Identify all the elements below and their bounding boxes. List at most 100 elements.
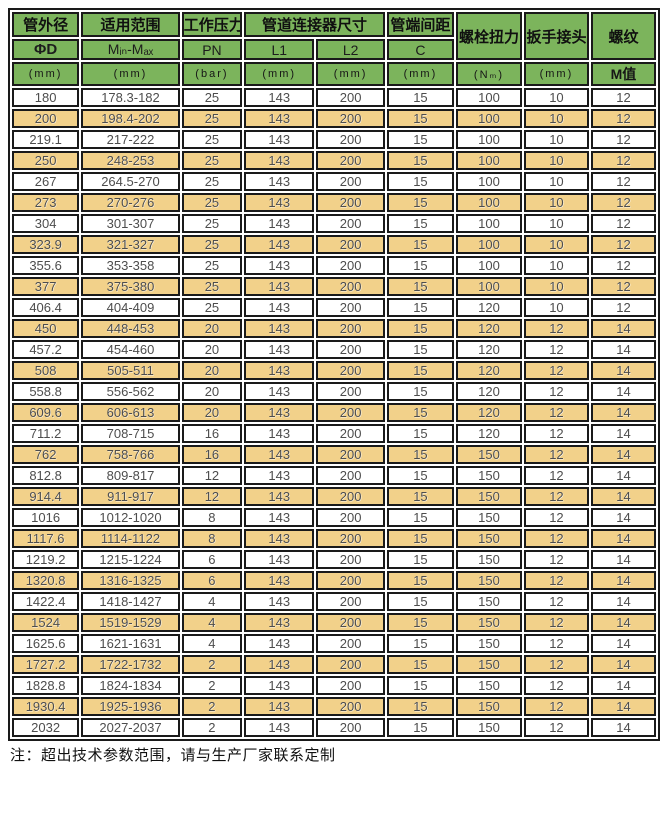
- table-row: 450 448-453 20 143 200 15 120 12 14: [12, 319, 656, 338]
- cell: 301-307: [81, 214, 180, 233]
- table-row: 1320.8 1316-1325 6 143 200 15 150 12 14: [12, 571, 656, 590]
- cell: 12: [523, 319, 589, 338]
- cell: 198.4-202: [81, 109, 180, 128]
- cell: 10: [523, 277, 589, 296]
- cell: 200: [316, 592, 385, 611]
- cell: 143: [244, 571, 315, 590]
- cell: 25: [181, 151, 243, 170]
- cell: 1625.6: [12, 634, 80, 653]
- cell: 200: [316, 214, 385, 233]
- cell: 321-327: [81, 235, 180, 254]
- cell: 12: [523, 403, 589, 422]
- cell: 143: [244, 361, 315, 380]
- cell: 15: [386, 214, 455, 233]
- cell: 150: [456, 529, 522, 548]
- cell: 15: [386, 256, 455, 275]
- cell: 15: [386, 676, 455, 695]
- cell: 1524: [12, 613, 80, 632]
- cell: 100: [456, 214, 522, 233]
- table-row: 250 248-253 25 143 200 15 100 10 12: [12, 151, 656, 170]
- table-row: 1524 1519-1529 4 143 200 15 150 12 14: [12, 613, 656, 632]
- cell: 14: [590, 634, 656, 653]
- cell: 143: [244, 214, 315, 233]
- cell: 1727.2: [12, 655, 80, 674]
- cell: 12: [590, 214, 656, 233]
- cell: 20: [181, 361, 243, 380]
- cell: 120: [456, 361, 522, 380]
- cell: 143: [244, 634, 315, 653]
- cell: 200: [316, 718, 385, 737]
- cell: 143: [244, 319, 315, 338]
- cell: 143: [244, 655, 315, 674]
- cell: 14: [590, 571, 656, 590]
- cell: 12: [590, 298, 656, 317]
- cell: 143: [244, 529, 315, 548]
- cell: 448-453: [81, 319, 180, 338]
- header-unit-thread-m: M值: [590, 62, 656, 86]
- cell: 12: [523, 487, 589, 506]
- cell: 15: [386, 298, 455, 317]
- cell: 404-409: [81, 298, 180, 317]
- cell: 14: [590, 676, 656, 695]
- cell: 1114-1122: [81, 529, 180, 548]
- header-unit-od: (mm): [12, 62, 80, 86]
- table-row: 323.9 321-327 25 143 200 15 100 10 12: [12, 235, 656, 254]
- cell: 143: [244, 130, 315, 149]
- cell: 15: [386, 277, 455, 296]
- cell: 143: [244, 424, 315, 443]
- cell: 200: [316, 487, 385, 506]
- cell: 20: [181, 382, 243, 401]
- header-sym-phi-d: ΦD: [12, 39, 80, 60]
- table-row: 1727.2 1722-1732 2 143 200 15 150 12 14: [12, 655, 656, 674]
- cell: 15: [386, 718, 455, 737]
- cell: 762: [12, 445, 80, 464]
- cell: 708-715: [81, 424, 180, 443]
- cell: 14: [590, 340, 656, 359]
- cell: 14: [590, 445, 656, 464]
- cell: 15: [386, 403, 455, 422]
- cell: 14: [590, 655, 656, 674]
- cell: 264.5-270: [81, 172, 180, 191]
- cell: 15: [386, 697, 455, 716]
- cell: 12: [590, 109, 656, 128]
- cell: 178.3-182: [81, 88, 180, 107]
- header-bolt-torque: 螺栓扭力: [456, 12, 522, 60]
- cell: 10: [523, 193, 589, 212]
- cell: 15: [386, 634, 455, 653]
- cell: 200: [316, 424, 385, 443]
- cell: 200: [316, 130, 385, 149]
- cell: 14: [590, 466, 656, 485]
- table-row: 457.2 454-460 20 143 200 15 120 12 14: [12, 340, 656, 359]
- cell: 143: [244, 697, 315, 716]
- cell: 15: [386, 592, 455, 611]
- cell: 200: [316, 172, 385, 191]
- cell: 4: [181, 634, 243, 653]
- cell: 200: [316, 466, 385, 485]
- cell: 1621-1631: [81, 634, 180, 653]
- cell: 15: [386, 172, 455, 191]
- cell: 558.8: [12, 382, 80, 401]
- cell: 505-511: [81, 361, 180, 380]
- cell: 143: [244, 718, 315, 737]
- cell: 120: [456, 340, 522, 359]
- cell: 556-562: [81, 382, 180, 401]
- cell: 143: [244, 550, 315, 569]
- cell: 6: [181, 571, 243, 590]
- cell: 15: [386, 550, 455, 569]
- cell: 15: [386, 319, 455, 338]
- cell: 508: [12, 361, 80, 380]
- cell: 454-460: [81, 340, 180, 359]
- header-sym-min-max: Mᵢₙ-Mₐₓ: [81, 39, 180, 60]
- cell: 100: [456, 172, 522, 191]
- cell: 1016: [12, 508, 80, 527]
- cell: 150: [456, 445, 522, 464]
- cell: 10: [523, 109, 589, 128]
- table-row: 1422.4 1418-1427 4 143 200 15 150 12 14: [12, 592, 656, 611]
- cell: 150: [456, 508, 522, 527]
- table-row: 1930.4 1925-1936 2 143 200 15 150 12 14: [12, 697, 656, 716]
- table-header: 管外径 适用范围 工作压力 管道连接器尺寸 管端间距 螺栓扭力 扳手接头 螺纹 …: [12, 12, 656, 86]
- table-row: 219.1 217-222 25 143 200 15 100 10 12: [12, 130, 656, 149]
- cell: 14: [590, 529, 656, 548]
- cell: 200: [316, 613, 385, 632]
- cell: 12: [590, 193, 656, 212]
